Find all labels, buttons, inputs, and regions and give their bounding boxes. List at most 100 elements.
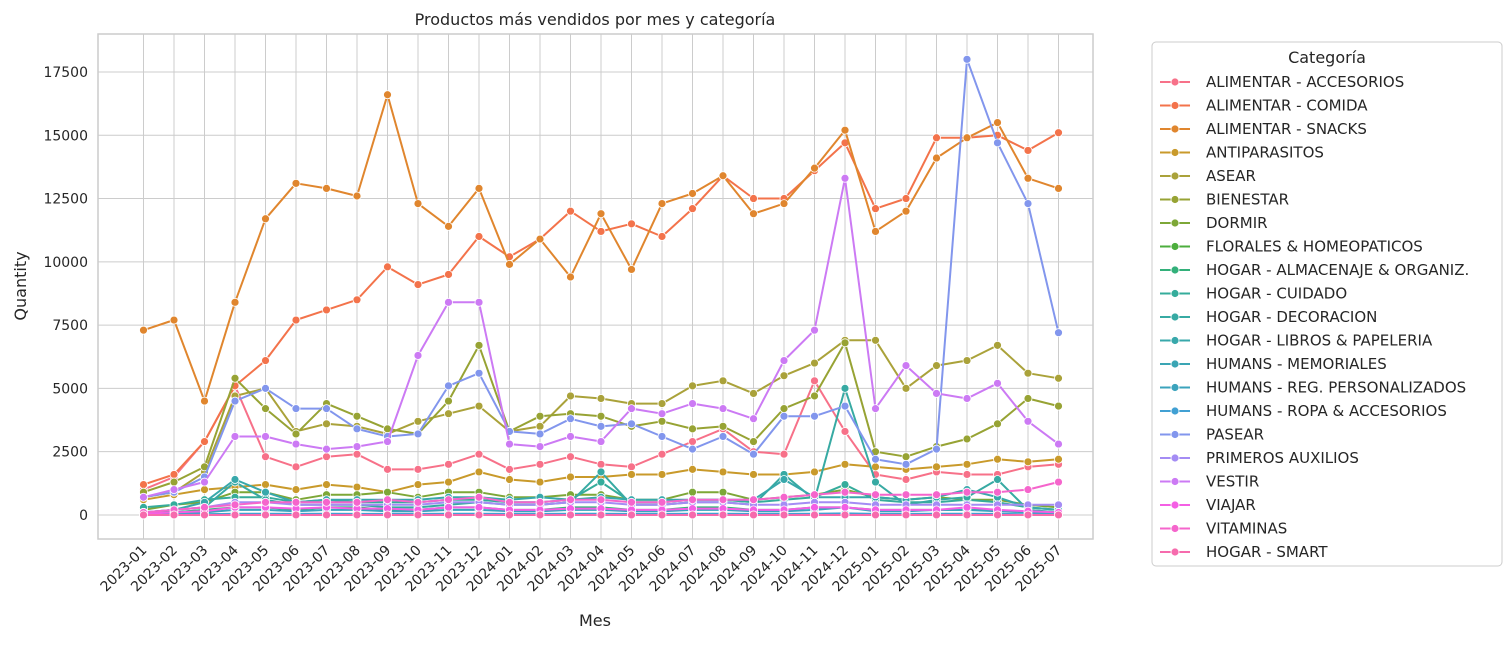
data-point — [871, 510, 880, 520]
data-point — [444, 270, 453, 279]
legend-label: FLORALES & HOMEOPATICOS — [1206, 238, 1423, 256]
data-point — [810, 391, 819, 401]
data-point — [1023, 199, 1033, 208]
data-point — [810, 358, 819, 368]
data-point — [474, 449, 484, 459]
data-point — [291, 429, 301, 439]
data-point — [200, 477, 209, 487]
data-point — [627, 510, 636, 520]
legend-marker — [1170, 101, 1180, 110]
data-point — [596, 227, 606, 236]
data-point — [718, 421, 728, 431]
data-point — [322, 510, 331, 520]
data-point — [718, 171, 728, 181]
data-point — [291, 315, 301, 325]
data-point — [444, 409, 453, 419]
data-point — [871, 490, 880, 500]
data-point — [1054, 477, 1063, 487]
data-point — [1023, 173, 1033, 183]
data-point — [383, 90, 392, 100]
data-point — [1054, 439, 1063, 449]
data-point — [200, 502, 209, 512]
data-point — [749, 194, 758, 203]
data-point — [1054, 128, 1063, 138]
data-point — [962, 356, 972, 365]
legend-label: ALIMENTAR - ACCESORIOS — [1206, 73, 1404, 91]
data-point — [901, 510, 911, 520]
legend: Categoría ALIMENTAR - ACCESORIOS ALIMENTA… — [1151, 41, 1503, 567]
data-point — [413, 416, 423, 426]
data-point — [1023, 394, 1033, 403]
data-point — [871, 227, 880, 236]
data-point — [230, 432, 240, 441]
legend-frame — [1151, 41, 1503, 567]
y-tick-label: 0 — [79, 508, 88, 524]
data-point — [352, 411, 362, 421]
data-point — [261, 510, 270, 520]
legend-label: HOGAR - CUIDADO — [1206, 285, 1347, 303]
legend-marker — [1170, 124, 1180, 134]
data-point — [993, 475, 1002, 484]
data-point — [810, 163, 819, 173]
data-point — [291, 485, 301, 495]
data-point — [352, 482, 362, 492]
data-point — [505, 439, 514, 449]
data-point — [749, 209, 758, 219]
data-point — [322, 452, 331, 462]
data-point — [1054, 454, 1063, 464]
data-point — [688, 437, 697, 446]
data-point — [261, 404, 270, 414]
data-point — [169, 485, 179, 495]
legend-label: HUMANS - ROPA & ACCESORIOS — [1206, 402, 1447, 420]
legend-label: VITAMINAS — [1206, 520, 1287, 538]
y-tick-label: 12500 — [43, 192, 88, 208]
y-tick-label: 2500 — [52, 445, 88, 461]
series-group — [139, 54, 1063, 502]
data-point — [810, 376, 819, 386]
data-point — [230, 510, 240, 520]
data-point — [322, 305, 331, 315]
data-point — [627, 470, 636, 479]
data-point — [993, 510, 1002, 520]
data-point — [779, 449, 789, 459]
data-point — [352, 510, 362, 520]
data-point — [596, 459, 606, 469]
chart-title: Productos más vendidos por mes y categor… — [415, 10, 776, 29]
legend-marker — [1170, 359, 1180, 369]
data-point — [871, 404, 880, 414]
data-point — [840, 338, 850, 348]
data-point — [718, 432, 728, 441]
data-point — [810, 467, 819, 477]
data-point — [1054, 184, 1063, 193]
data-point — [871, 335, 880, 345]
data-point — [261, 214, 270, 224]
legend-marker — [1170, 430, 1180, 439]
data-point — [200, 437, 209, 446]
data-point — [627, 462, 636, 472]
legend-item: HOGAR - DECORACION — [1160, 308, 1377, 326]
data-point — [657, 409, 667, 419]
data-point — [596, 467, 606, 477]
data-point — [139, 492, 148, 502]
data-point — [871, 477, 880, 487]
data-point — [322, 184, 331, 193]
legend-label: ANTIPARASITOS — [1206, 144, 1324, 162]
legend-marker — [1170, 148, 1180, 157]
legend-label: ALIMENTAR - SNACKS — [1206, 120, 1367, 138]
legend-label: HOGAR - ALMACENAJE & ORGANIZ. — [1206, 261, 1469, 279]
data-point — [779, 199, 789, 208]
data-point — [627, 219, 636, 229]
data-point — [840, 383, 850, 393]
data-point — [932, 153, 941, 163]
data-point — [962, 54, 972, 64]
data-point — [200, 510, 209, 520]
data-point — [1054, 373, 1063, 383]
data-point — [840, 427, 850, 436]
data-point — [535, 411, 545, 421]
series-group — [139, 510, 1063, 520]
data-point — [352, 424, 362, 434]
data-point — [779, 492, 789, 502]
legend-item: ALIMENTAR - ACCESORIOS — [1160, 73, 1404, 91]
data-point — [962, 470, 972, 479]
data-point — [1023, 368, 1033, 378]
